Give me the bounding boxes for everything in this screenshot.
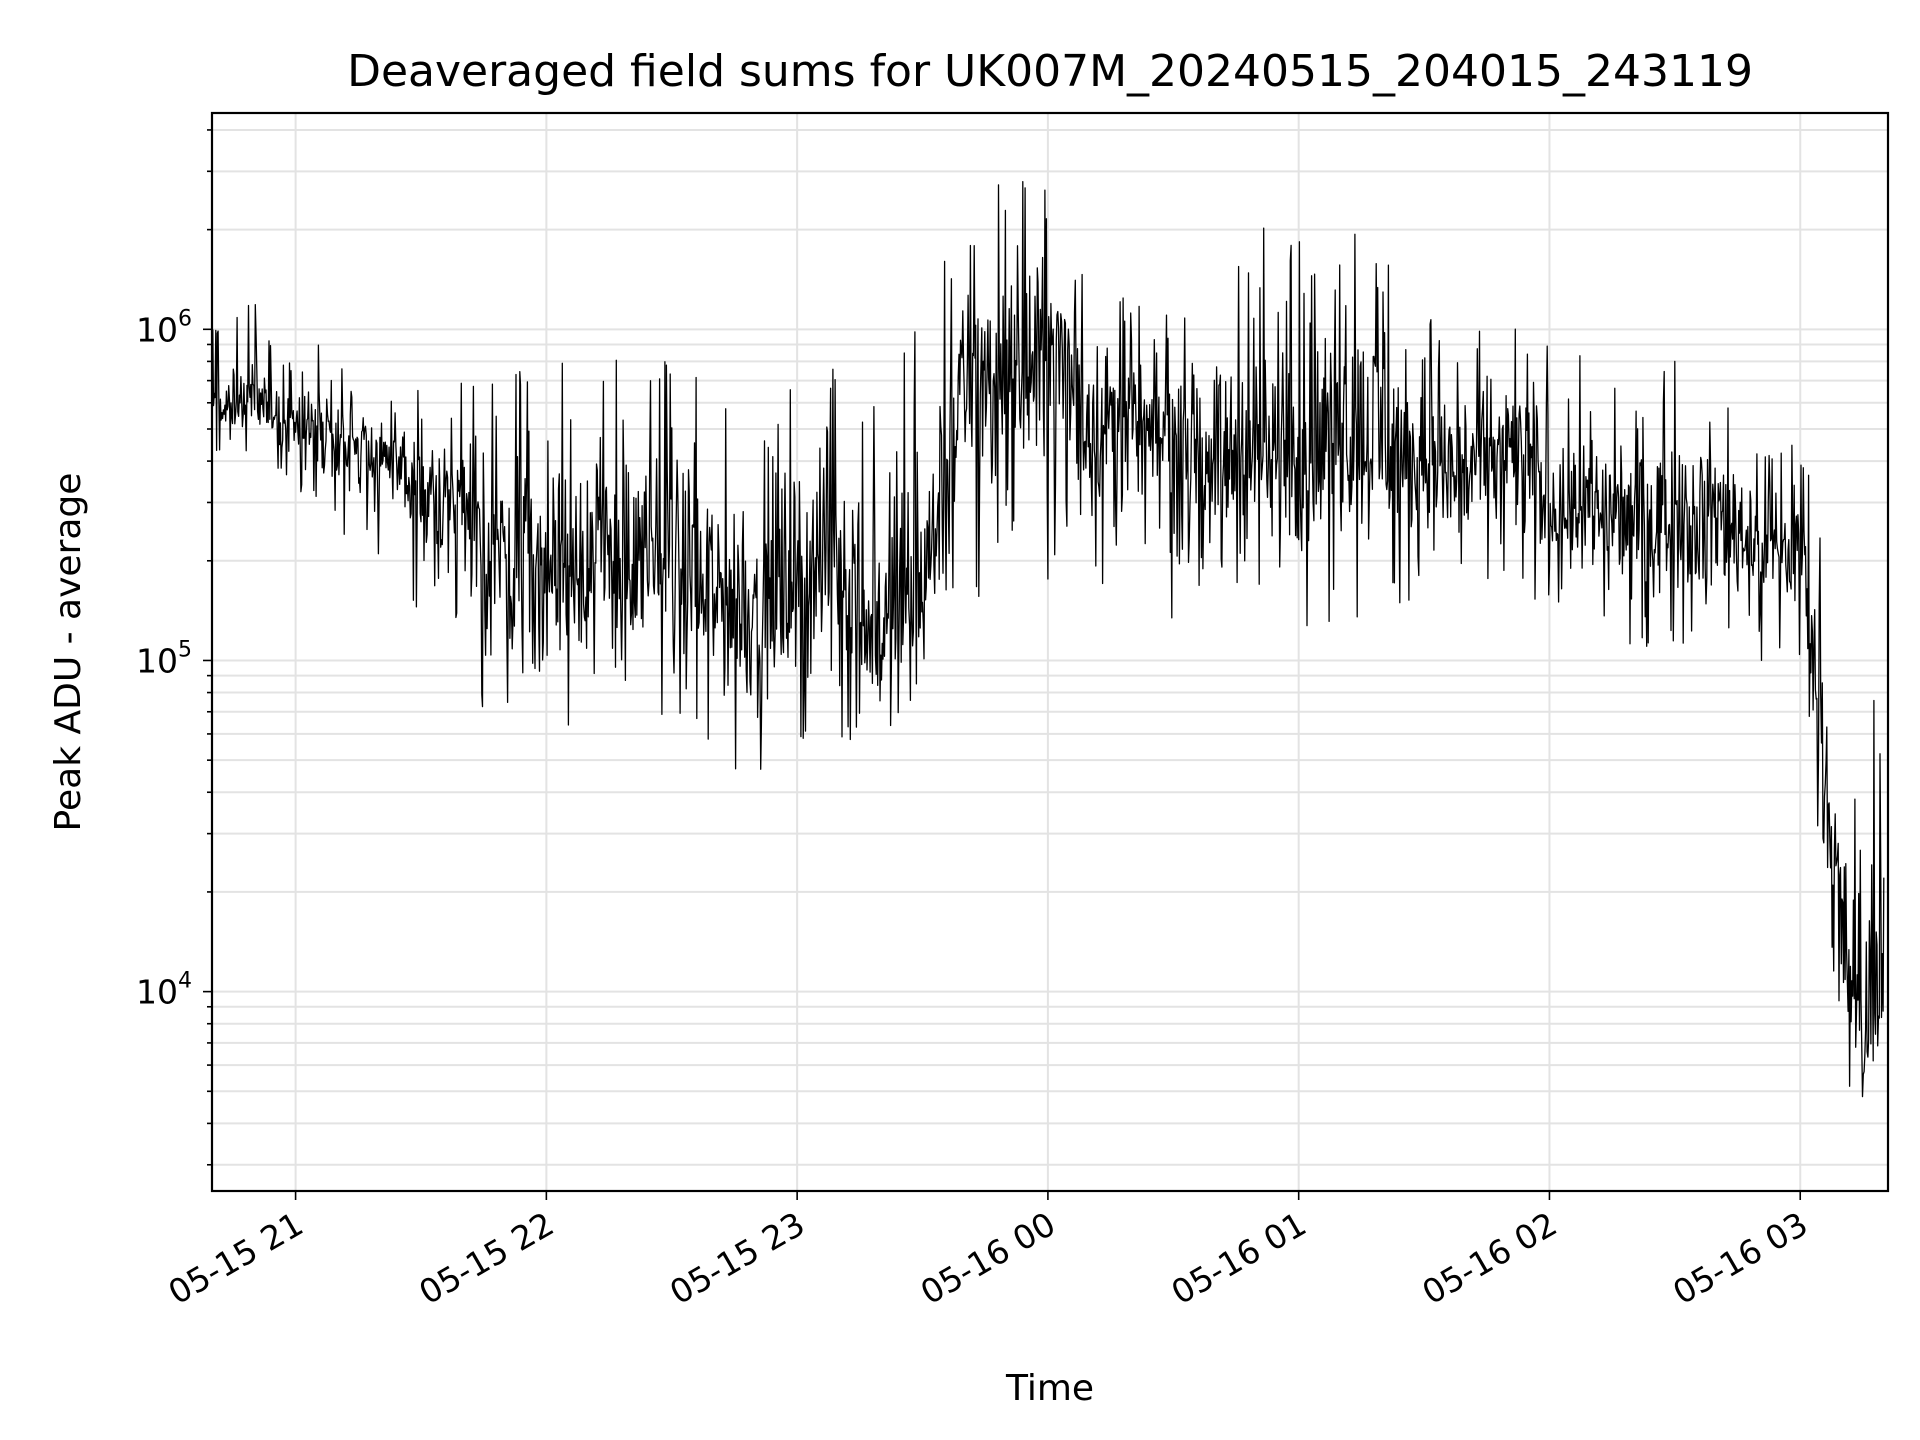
series-line	[211, 181, 1885, 1098]
y-tick-label: 104	[136, 969, 192, 1012]
x-tick-label: 05-16 01	[1165, 1204, 1313, 1312]
x-tick-label: 05-15 21	[162, 1204, 310, 1312]
x-tick-label: 05-15 23	[663, 1204, 811, 1312]
y-axis-label: Peak ADU - average	[48, 473, 89, 832]
y-tick-label: 106	[136, 306, 192, 349]
x-axis-label: Time	[1005, 1368, 1094, 1409]
x-tick-label: 05-16 02	[1415, 1204, 1563, 1312]
chart-title: Deaveraged field sums for UK007M_2024051…	[347, 46, 1753, 97]
x-tick-label: 05-15 22	[412, 1204, 560, 1312]
plot-frame	[210, 111, 1890, 1193]
y-tick-label: 105	[136, 637, 192, 680]
x-tick-label: 05-16 03	[1666, 1204, 1814, 1312]
gridlines	[212, 113, 1888, 1191]
series-line-group	[211, 181, 1885, 1098]
x-tick-label: 05-16 00	[914, 1204, 1062, 1312]
